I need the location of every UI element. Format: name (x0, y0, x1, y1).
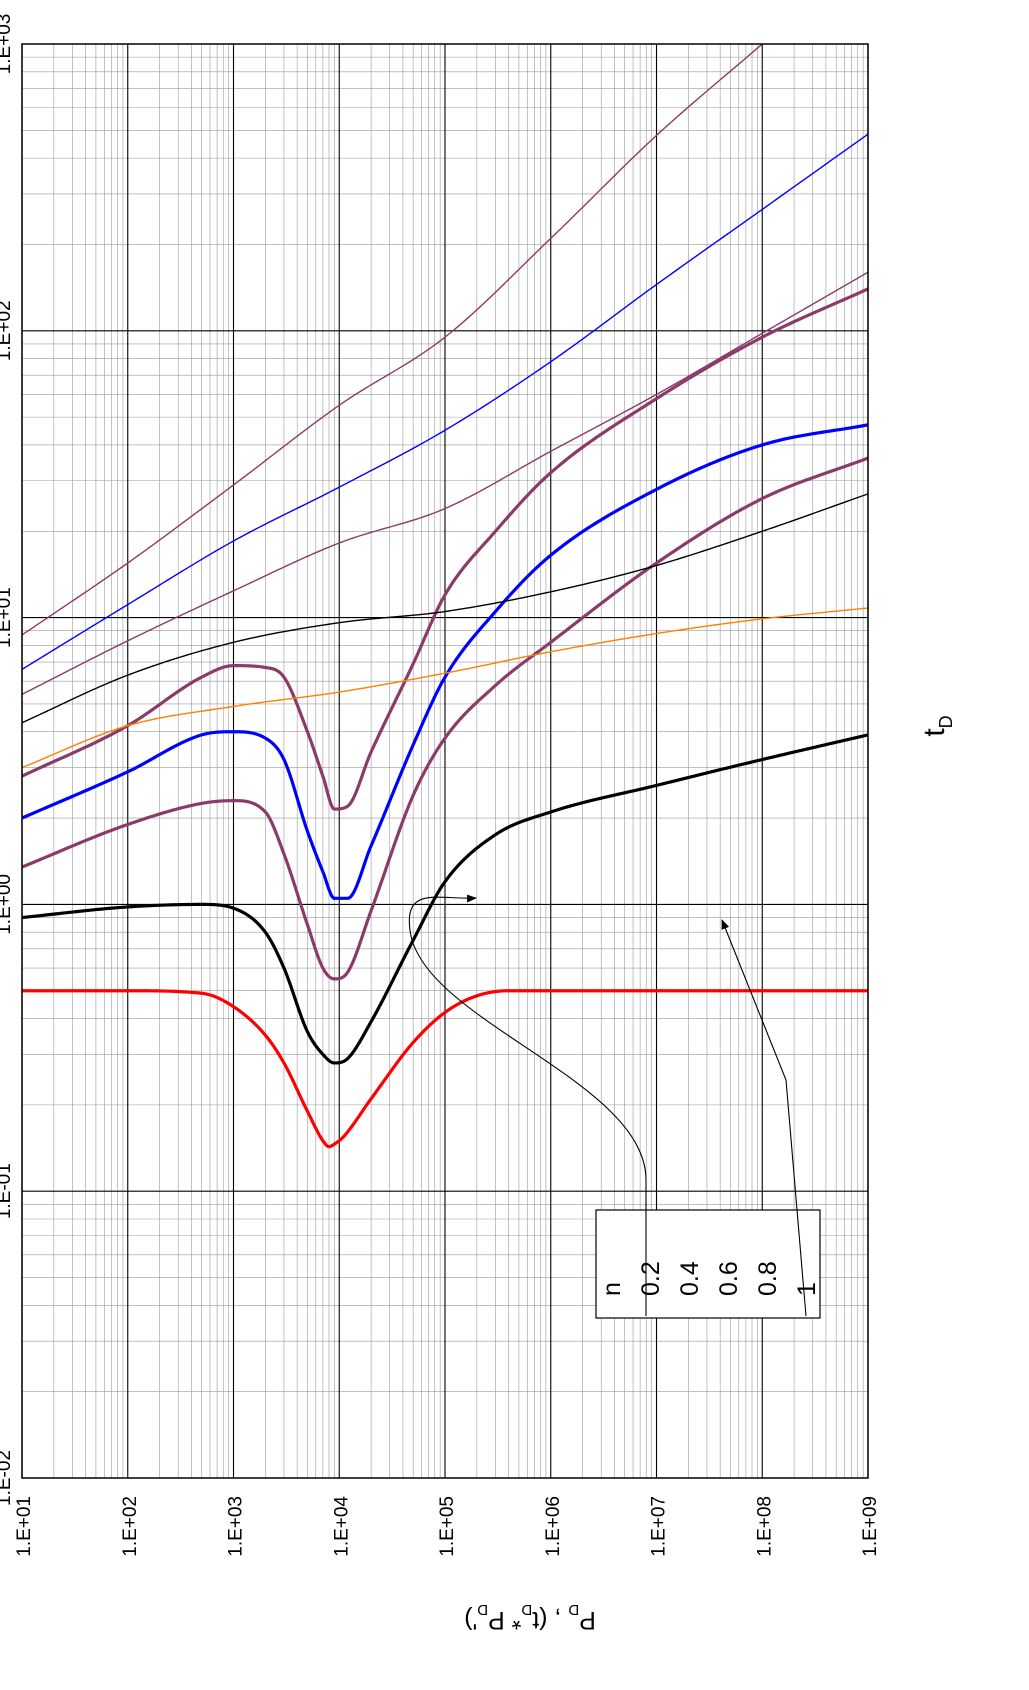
series-pressure-n-1 (22, 607, 868, 769)
legend: n 0.2 0.4 0.6 0.8 1 (595, 1209, 821, 1319)
x-tick-label: 1.E+02 (120, 1496, 141, 1557)
y-tick-label: 1.E+03 (0, 14, 15, 75)
series-layer (22, 44, 868, 1149)
arrow-n-0.2 (408, 894, 647, 1316)
legend-title: n (598, 1282, 626, 1296)
y-tick-label: 1.E+02 (0, 300, 15, 361)
x-tick-label: 1.E+01 (14, 1496, 35, 1557)
series-pressure-n-0.8 (22, 493, 868, 724)
tick-labels: 1.E+01 1.E+02 1.E+03 1.E+04 1.E+05 1.E+06 1.E+… (0, 14, 881, 1557)
x-tick-label: 1.E+07 (649, 1496, 670, 1557)
legend-entry-n-0.6: 0.6 (715, 1261, 743, 1296)
x-tick-label: 1.E+08 (754, 1496, 775, 1557)
series-derivative-n-1 (22, 989, 868, 1149)
series-derivative-n-0.4 (22, 423, 868, 900)
y-tick-label: 1.E+01 (0, 587, 15, 648)
y-tick-label: 1.E-02 (0, 1450, 15, 1506)
x-tick-label: 1.E+04 (331, 1496, 352, 1557)
x-tick-label: 1.E+06 (543, 1496, 564, 1557)
x-tick-label: 1.E+03 (226, 1496, 247, 1557)
y-tick-label: 1.E+00 (0, 874, 15, 935)
y-axis-title: PD , (tD* PD') (464, 1601, 596, 1634)
x-axis-title: tD (918, 715, 956, 736)
series-pressure-n-0.4 (22, 133, 868, 670)
legend-entry-n-0.4: 0.4 (676, 1261, 704, 1296)
arrow-n-1 (721, 919, 807, 1317)
legend-entry-n-0.8: 0.8 (754, 1261, 782, 1296)
legend-box (595, 1209, 821, 1319)
plot-frame (21, 43, 869, 1479)
y-tick-label: 1.E-01 (0, 1163, 15, 1219)
x-tick-label: 1.E+05 (437, 1496, 458, 1557)
legend-entry-n-1: 1 (793, 1282, 821, 1296)
legend-entry-n-0.2: 0.2 (637, 1261, 665, 1296)
series-pressure-n-0.2 (22, 44, 763, 636)
axis-titles: tD PD , (tD* PD') (464, 715, 956, 1634)
series-derivative-n-0.6 (22, 456, 868, 981)
annotation-arrows (408, 894, 807, 1317)
series-derivative-n-0.2 (22, 287, 868, 811)
series-pressure-n-0.6 (22, 271, 868, 695)
x-tick-label: 1.E+09 (860, 1496, 881, 1557)
series-derivative-n-0.8 (22, 733, 868, 1065)
